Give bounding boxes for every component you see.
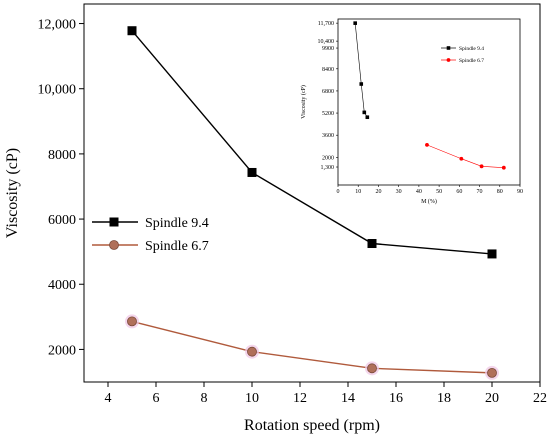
inset-series-layer [353,21,506,170]
inset-x-tick-label: 40 [416,189,422,195]
main-y-tick-label: 12,000 [38,18,77,33]
inset-legend-marker-spindle-6-7 [446,58,451,62]
inset-x-tick-label: 90 [517,189,523,195]
main-series-line-spindle-9-4 [131,30,493,255]
inset-point-spindle-6-7 [459,156,464,161]
inset-y-tick-label: 10,400 [318,39,335,45]
inset-x-tick-label: 70 [477,189,483,195]
main-y-axis: 2000 4000 6000 8000 10,000 12,000 [38,18,84,358]
main-chart: 4 6 8 10 12 14 16 18 20 22 2000 4000 6000 8000 10,000… [4,3,547,434]
main-x-tick-label: 12 [293,391,307,406]
main-plot-frame [83,3,541,383]
main-x-axis: 4 6 8 10 12 14 16 18 20 22 [105,382,547,406]
main-point-spindle-6-7 [127,316,137,327]
legend-label-spindle-6-7: Spindle 6.7 [145,239,209,254]
main-x-tick-label: 20 [485,391,499,406]
inset-x-tick-label: 0 [337,189,340,195]
inset-series-line-spindle-9-4 [354,23,368,118]
main-y-tick-label: 4000 [48,278,76,293]
legend-marker-spindle-6-7 [109,240,119,250]
main-point-spindle-9-4 [127,26,137,36]
main-series-layer [125,26,499,380]
inset-legend: Spindle 9.4 Spindle 6.7 [441,46,484,64]
inset-legend-label-spindle-9-4: Spindle 9.4 [459,46,484,52]
inset-point-spindle-9-4 [365,115,370,120]
main-y-tick-label: 6000 [48,213,76,228]
inset-y-tick-label: 2000 [322,155,334,161]
inset-y-tick-label: 9900 [322,46,334,52]
inset-legend-label-spindle-6-7: Spindle 6.7 [459,58,484,64]
inset-x-tick-label: 30 [396,189,402,195]
main-x-tick-label: 4 [105,391,112,406]
main-point-spindle-9-4 [247,167,257,177]
inset-x-axis: 0 10 20 30 40 50 60 70 80 90 [337,185,523,195]
legend-marker-spindle-9-4 [109,217,119,227]
inset-y-tick-label: 8400 [322,67,334,73]
inset-point-spindle-6-7 [501,165,506,170]
main-x-tick-label: 22 [533,391,547,406]
main-x-tick-label: 16 [389,391,403,406]
main-legend: Spindle 9.4 Spindle 6.7 [92,216,209,254]
main-x-axis-label: Rotation speed (rpm) [244,417,380,434]
main-x-tick-label: 18 [437,391,451,406]
inset-x-tick-label: 80 [497,189,503,195]
inset-y-tick-label: 1,300 [321,165,335,171]
inset-y-tick-label: 3600 [322,133,334,139]
inset-y-tick-label: 11,700 [318,21,334,27]
inset-x-tick-label: 60 [456,189,462,195]
main-series-line-spindle-6-7 [131,320,493,374]
main-point-spindle-9-4 [367,239,377,249]
inset-x-tick-label: 10 [355,189,361,195]
main-x-tick-label: 6 [153,391,160,406]
main-point-spindle-6-7 [247,346,257,357]
main-x-tick-label: 10 [245,391,259,406]
inset-point-spindle-9-4 [359,82,364,86]
main-x-tick-label: 8 [201,391,208,406]
main-y-axis-label: Viscosity (cP) [4,148,21,238]
inset-x-tick-label: 20 [375,189,381,195]
main-y-tick-label: 2000 [48,343,76,358]
inset-y-tick-label: 5200 [322,111,334,117]
inset-point-spindle-6-7 [479,164,484,169]
main-x-tick-label: 14 [341,391,355,406]
main-y-tick-label: 10,000 [38,83,77,98]
main-point-spindle-6-7 [367,363,377,374]
inset-series-line-spindle-6-7 [426,144,504,169]
inset-x-tick-label: 50 [436,189,442,195]
inset-point-spindle-9-4 [353,21,357,25]
legend-label-spindle-9-4: Spindle 9.4 [145,216,209,231]
inset-plot-frame [337,18,521,186]
inset-chart: 0 10 20 30 40 50 60 70 80 90 1,300 2000 3600 5200 680… [300,18,523,205]
main-point-spindle-9-4 [487,249,497,259]
main-point-spindle-6-7 [487,367,497,378]
inset-x-axis-label: M (%) [421,198,437,205]
inset-y-axis-label: Viscosity (cP) [300,85,307,119]
inset-point-spindle-9-4 [362,110,367,115]
main-y-tick-label: 8000 [48,148,76,163]
inset-legend-marker-spindle-9-4 [446,46,451,50]
inset-y-tick-label: 6800 [322,89,334,95]
inset-point-spindle-6-7 [425,142,429,147]
